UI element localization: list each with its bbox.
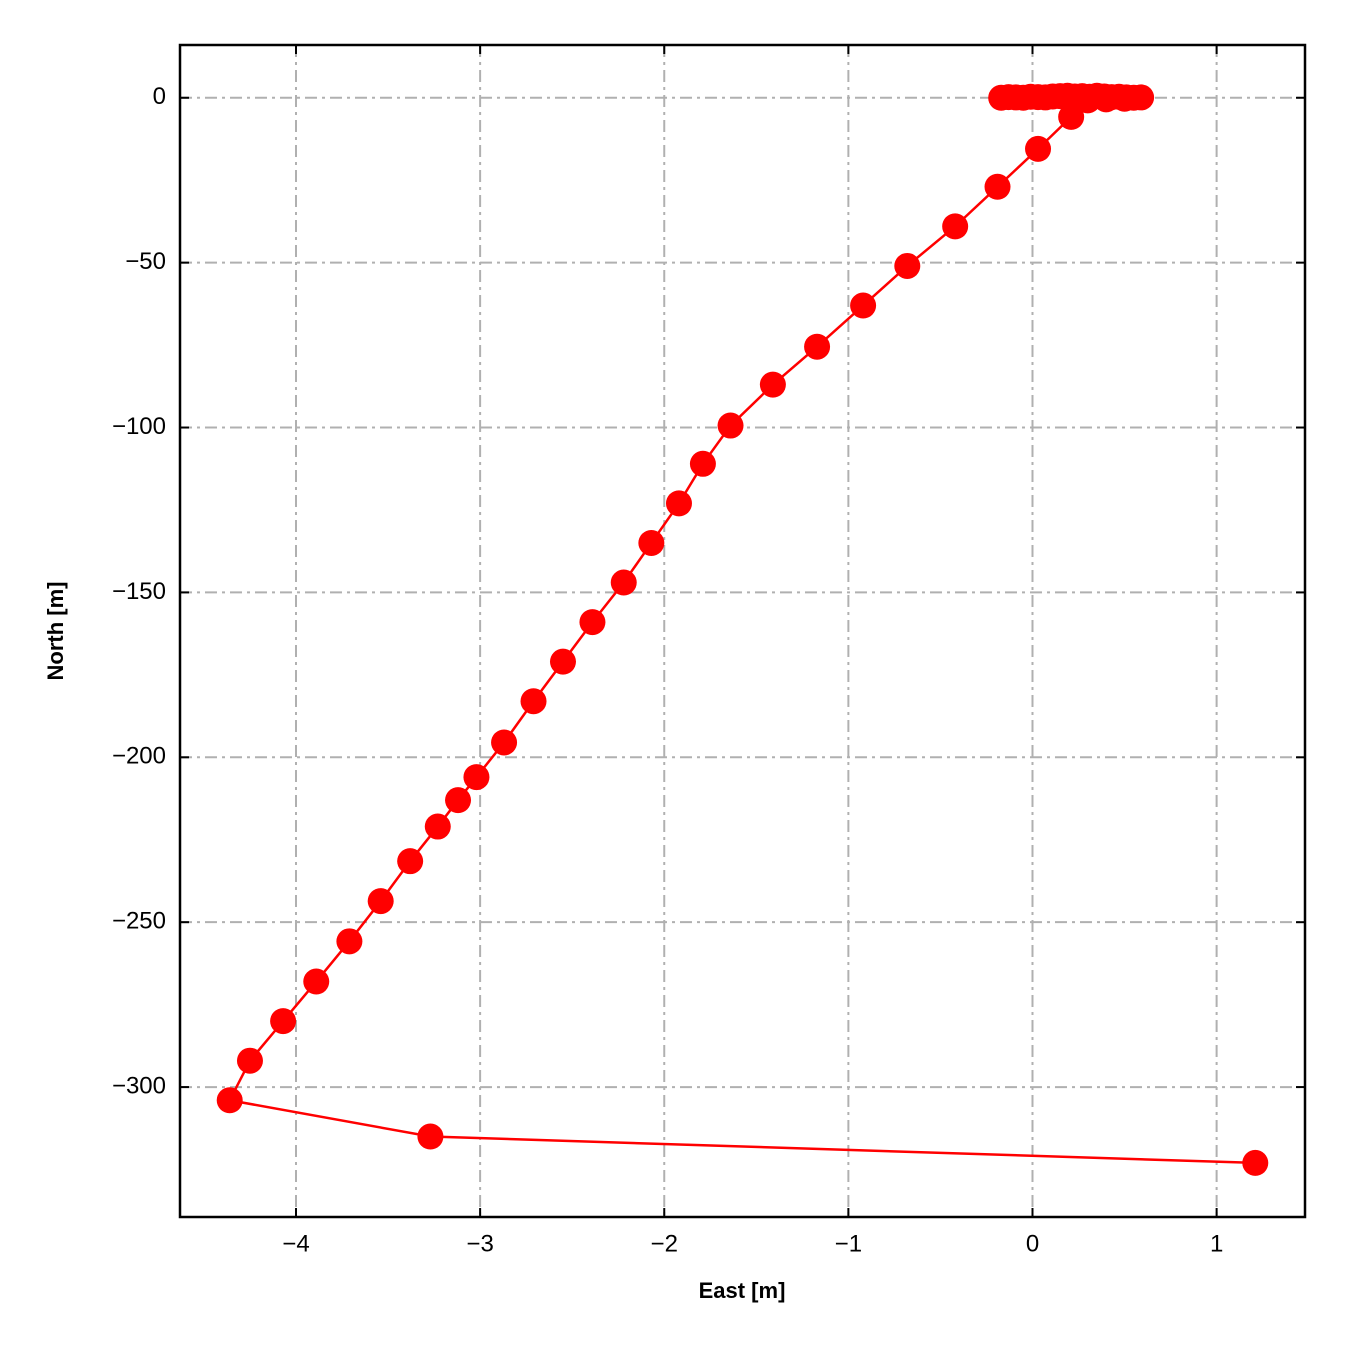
x-tick-label: −3	[466, 1230, 493, 1257]
x-tick-label: 0	[1026, 1230, 1039, 1257]
marker	[804, 333, 831, 360]
marker	[216, 1087, 243, 1114]
x-tick-label: −4	[282, 1230, 309, 1257]
marker	[491, 729, 518, 756]
marker	[942, 213, 969, 240]
y-tick-label: −300	[112, 1072, 166, 1099]
marker	[1242, 1149, 1269, 1176]
marker	[1111, 85, 1138, 112]
plot-marks	[216, 82, 1269, 1176]
y-tick-label: 0	[153, 83, 166, 110]
marker	[463, 764, 490, 791]
marker	[520, 688, 547, 715]
marker	[1058, 103, 1085, 130]
y-tick-label: −50	[125, 248, 166, 275]
marker	[270, 1008, 297, 1035]
marker	[303, 968, 330, 995]
y-tick-label: −150	[112, 578, 166, 605]
marker	[549, 648, 576, 675]
marker	[1074, 87, 1101, 114]
x-tick-label: 1	[1210, 1230, 1223, 1257]
marker	[894, 252, 921, 279]
marker	[717, 412, 744, 439]
marker	[579, 609, 606, 636]
plot-frame	[178, 43, 1307, 1219]
marker	[759, 371, 786, 398]
y-tick-label: −200	[112, 743, 166, 770]
y-axis-label: North [m]	[43, 582, 68, 681]
marker	[638, 529, 665, 556]
marker	[665, 490, 692, 517]
marker	[984, 173, 1011, 200]
x-axis-label: East [m]	[699, 1278, 786, 1303]
marker	[397, 848, 424, 875]
x-tick-label: −2	[651, 1230, 678, 1257]
marker	[1025, 135, 1052, 162]
x-tick-label: −1	[835, 1230, 862, 1257]
marker	[1093, 86, 1120, 113]
marker	[424, 813, 451, 840]
marker	[367, 888, 394, 915]
y-tick-label: −100	[112, 413, 166, 440]
marker	[689, 450, 716, 477]
marker	[236, 1047, 263, 1074]
marker	[336, 928, 363, 955]
marker	[610, 569, 637, 596]
marker	[850, 292, 877, 319]
marker	[417, 1123, 444, 1150]
marker	[445, 787, 472, 814]
y-tick-label: −250	[112, 908, 166, 935]
